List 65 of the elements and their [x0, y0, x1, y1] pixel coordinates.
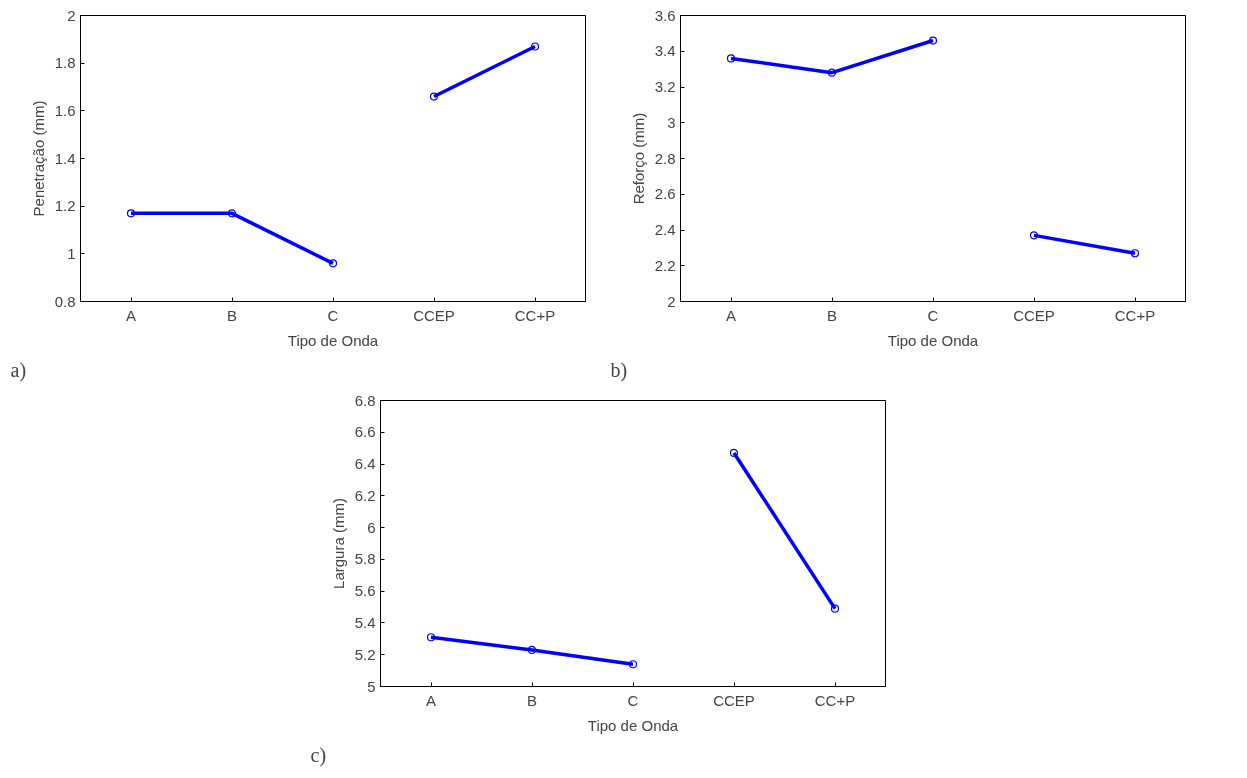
point	[1029, 231, 1039, 240]
y-tick-label: 6	[367, 518, 376, 536]
y-tick-label: 3.2	[654, 78, 676, 95]
y-tick-label: 6.8	[354, 391, 376, 409]
y-tick-label: 2	[667, 292, 676, 310]
x-tick-label: C	[627, 691, 639, 709]
x-tick-label: CC+P	[514, 306, 556, 324]
point	[628, 660, 638, 669]
y-tick-label: 3.4	[654, 42, 676, 60]
y-tick-label: 6.2	[354, 486, 376, 504]
point	[429, 92, 439, 101]
point	[729, 448, 739, 458]
y-tick-label: 1.6	[54, 101, 76, 119]
text: a)	[10, 358, 27, 382]
x-tick-label: C	[927, 306, 939, 324]
x-tick-label: CCEP	[1013, 306, 1055, 324]
point	[126, 209, 136, 218]
point	[426, 633, 436, 642]
x-tick-label: B	[527, 691, 538, 709]
point	[530, 42, 540, 51]
x-tick-label: B	[827, 306, 838, 324]
y-tick-label: 5.8	[354, 550, 376, 568]
y-tick-label: 5.6	[354, 582, 376, 600]
y-tick-label: 0.8	[54, 292, 76, 310]
point	[830, 604, 840, 613]
point	[726, 54, 736, 63]
y-axis-title: Penetração (mm)	[29, 100, 47, 217]
x-tick-label: C	[327, 306, 339, 324]
text: c)	[310, 743, 327, 767]
y-tick-label: 2.8	[654, 149, 676, 167]
point	[227, 209, 237, 218]
y-tick-label: 5.2	[354, 645, 376, 663]
y-tick-label: 6.4	[354, 455, 376, 473]
x-axis-title: Tipo de Onda	[287, 331, 379, 349]
y-tick-label: 2.4	[654, 221, 676, 238]
x-tick-label: CCEP	[413, 306, 455, 324]
x-axis-title: Tipo de Onda	[887, 331, 979, 349]
y-tick-label: 1.8	[54, 54, 76, 72]
x-tick-label: A	[726, 306, 737, 324]
y-tick-label: 1	[67, 244, 76, 262]
y-axis-title: Reforço (mm)	[629, 112, 647, 205]
point	[928, 36, 938, 45]
y-axis-title: Largura (mm)	[329, 498, 347, 589]
x-axis-title: Tipo de Onda	[587, 716, 679, 734]
y-tick-label: 6.6	[354, 423, 376, 441]
y-tick-label: 5.4	[354, 613, 376, 631]
y-tick-label: 5	[367, 677, 376, 695]
x-tick-label: B	[227, 306, 238, 324]
point	[1130, 249, 1140, 258]
x-tick-label: CC+P	[814, 691, 856, 709]
y-tick-label: 2.2	[654, 256, 676, 274]
point	[827, 68, 837, 77]
point	[328, 259, 338, 268]
y-tick-label: 1.2	[54, 197, 76, 215]
y-tick-label: 2.6	[654, 185, 676, 203]
y-tick-label: 2	[67, 6, 76, 24]
text: b)	[610, 358, 628, 382]
x-tick-label: A	[126, 306, 137, 324]
point	[527, 645, 537, 655]
y-tick-label: 1.4	[54, 149, 76, 167]
y-tick-label: 3	[667, 113, 676, 131]
x-tick-label: CCEP	[713, 691, 755, 709]
x-tick-label: CC+P	[1114, 306, 1156, 324]
y-tick-label: 3.6	[654, 6, 676, 24]
x-tick-label: A	[426, 691, 437, 709]
